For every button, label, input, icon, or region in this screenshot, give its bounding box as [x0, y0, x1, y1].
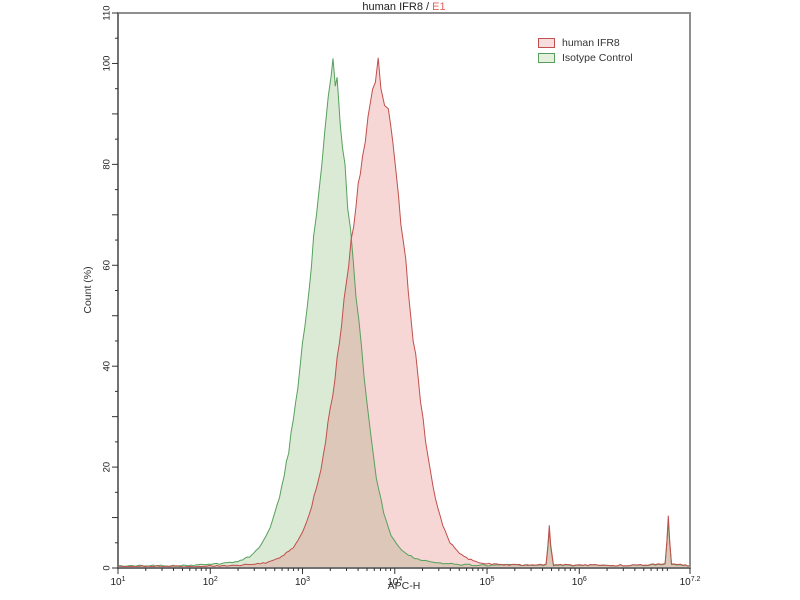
- svg-text:60: 60: [102, 260, 113, 271]
- svg-text:103: 103: [295, 576, 310, 588]
- svg-text:80: 80: [102, 159, 113, 170]
- svg-text:100: 100: [102, 56, 113, 72]
- svg-text:104: 104: [387, 576, 402, 588]
- svg-text:40: 40: [102, 361, 113, 372]
- svg-text:106: 106: [572, 576, 587, 588]
- svg-text:0: 0: [102, 565, 113, 570]
- svg-text:101: 101: [110, 576, 125, 588]
- histogram-fills: [118, 57, 690, 569]
- legend: human IFR8 Isotype Control: [538, 37, 633, 64]
- legend-item-isotype-control: Isotype Control: [538, 52, 633, 64]
- chart-title: human IFR8 / E1: [118, 1, 690, 13]
- histogram-curves: [117, 57, 691, 568]
- axis-tick-labels: 0 20 40 60 80 100 110 101 102 103 104 105 106 107.2: [102, 5, 701, 588]
- area-human-ifr8: [118, 57, 690, 569]
- svg-text:105: 105: [480, 576, 495, 588]
- chart-title-main: human IFR8 /: [362, 1, 433, 13]
- curve-human-ifr8: [117, 57, 691, 568]
- x-axis-label: APC-H: [387, 580, 421, 592]
- legend-label: Isotype Control: [562, 52, 633, 64]
- legend-swatch-red-icon: [538, 38, 555, 48]
- legend-swatch-green-icon: [538, 53, 555, 63]
- y-axis-label: Count (%): [82, 266, 94, 314]
- axis-ticks: [112, 12, 691, 574]
- svg-text:20: 20: [102, 462, 113, 473]
- chart-title-sample-id: E1: [432, 1, 446, 13]
- svg-text:102: 102: [203, 576, 218, 588]
- svg-text:110: 110: [102, 5, 113, 20]
- legend-label: human IFR8: [562, 37, 620, 49]
- svg-text:107.2: 107.2: [680, 576, 701, 588]
- legend-item-human-ifr8: human IFR8: [538, 37, 633, 49]
